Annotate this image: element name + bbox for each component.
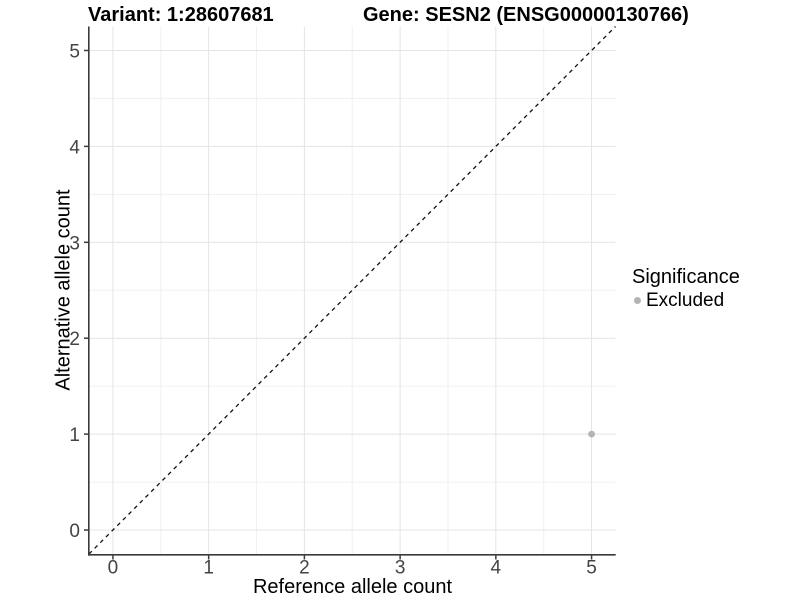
x-tick-label: 3	[395, 558, 406, 579]
x-tick-label: 0	[108, 558, 119, 579]
y-tick-label: 1	[69, 425, 80, 446]
x-tick-label: 5	[586, 558, 597, 579]
plot-title-gene: Gene: SESN2 (ENSG00000130766)	[363, 4, 689, 26]
x-tick-label: 2	[299, 558, 310, 579]
data-point	[588, 430, 595, 438]
y-axis-title: Alternative allele count	[52, 189, 75, 391]
y-tick-label: 0	[69, 521, 80, 542]
x-axis-title: Reference allele count	[252, 576, 452, 598]
y-tick-label: 3	[69, 233, 80, 254]
legend: Significance Excluded	[632, 266, 740, 312]
x-tick-label: 4	[491, 558, 502, 579]
legend-title: Significance	[632, 266, 740, 288]
excluded-point-icon	[634, 297, 641, 304]
y-tick-label: 4	[69, 137, 80, 158]
legend-entry-excluded: Excluded	[632, 289, 740, 312]
y-tick-label: 2	[69, 329, 80, 350]
plot-title-variant: Variant: 1:28607681	[88, 4, 274, 26]
x-tick-label: 1	[203, 558, 214, 579]
legend-entry-label: Excluded	[646, 289, 725, 311]
y-tick-label: 5	[69, 41, 80, 62]
